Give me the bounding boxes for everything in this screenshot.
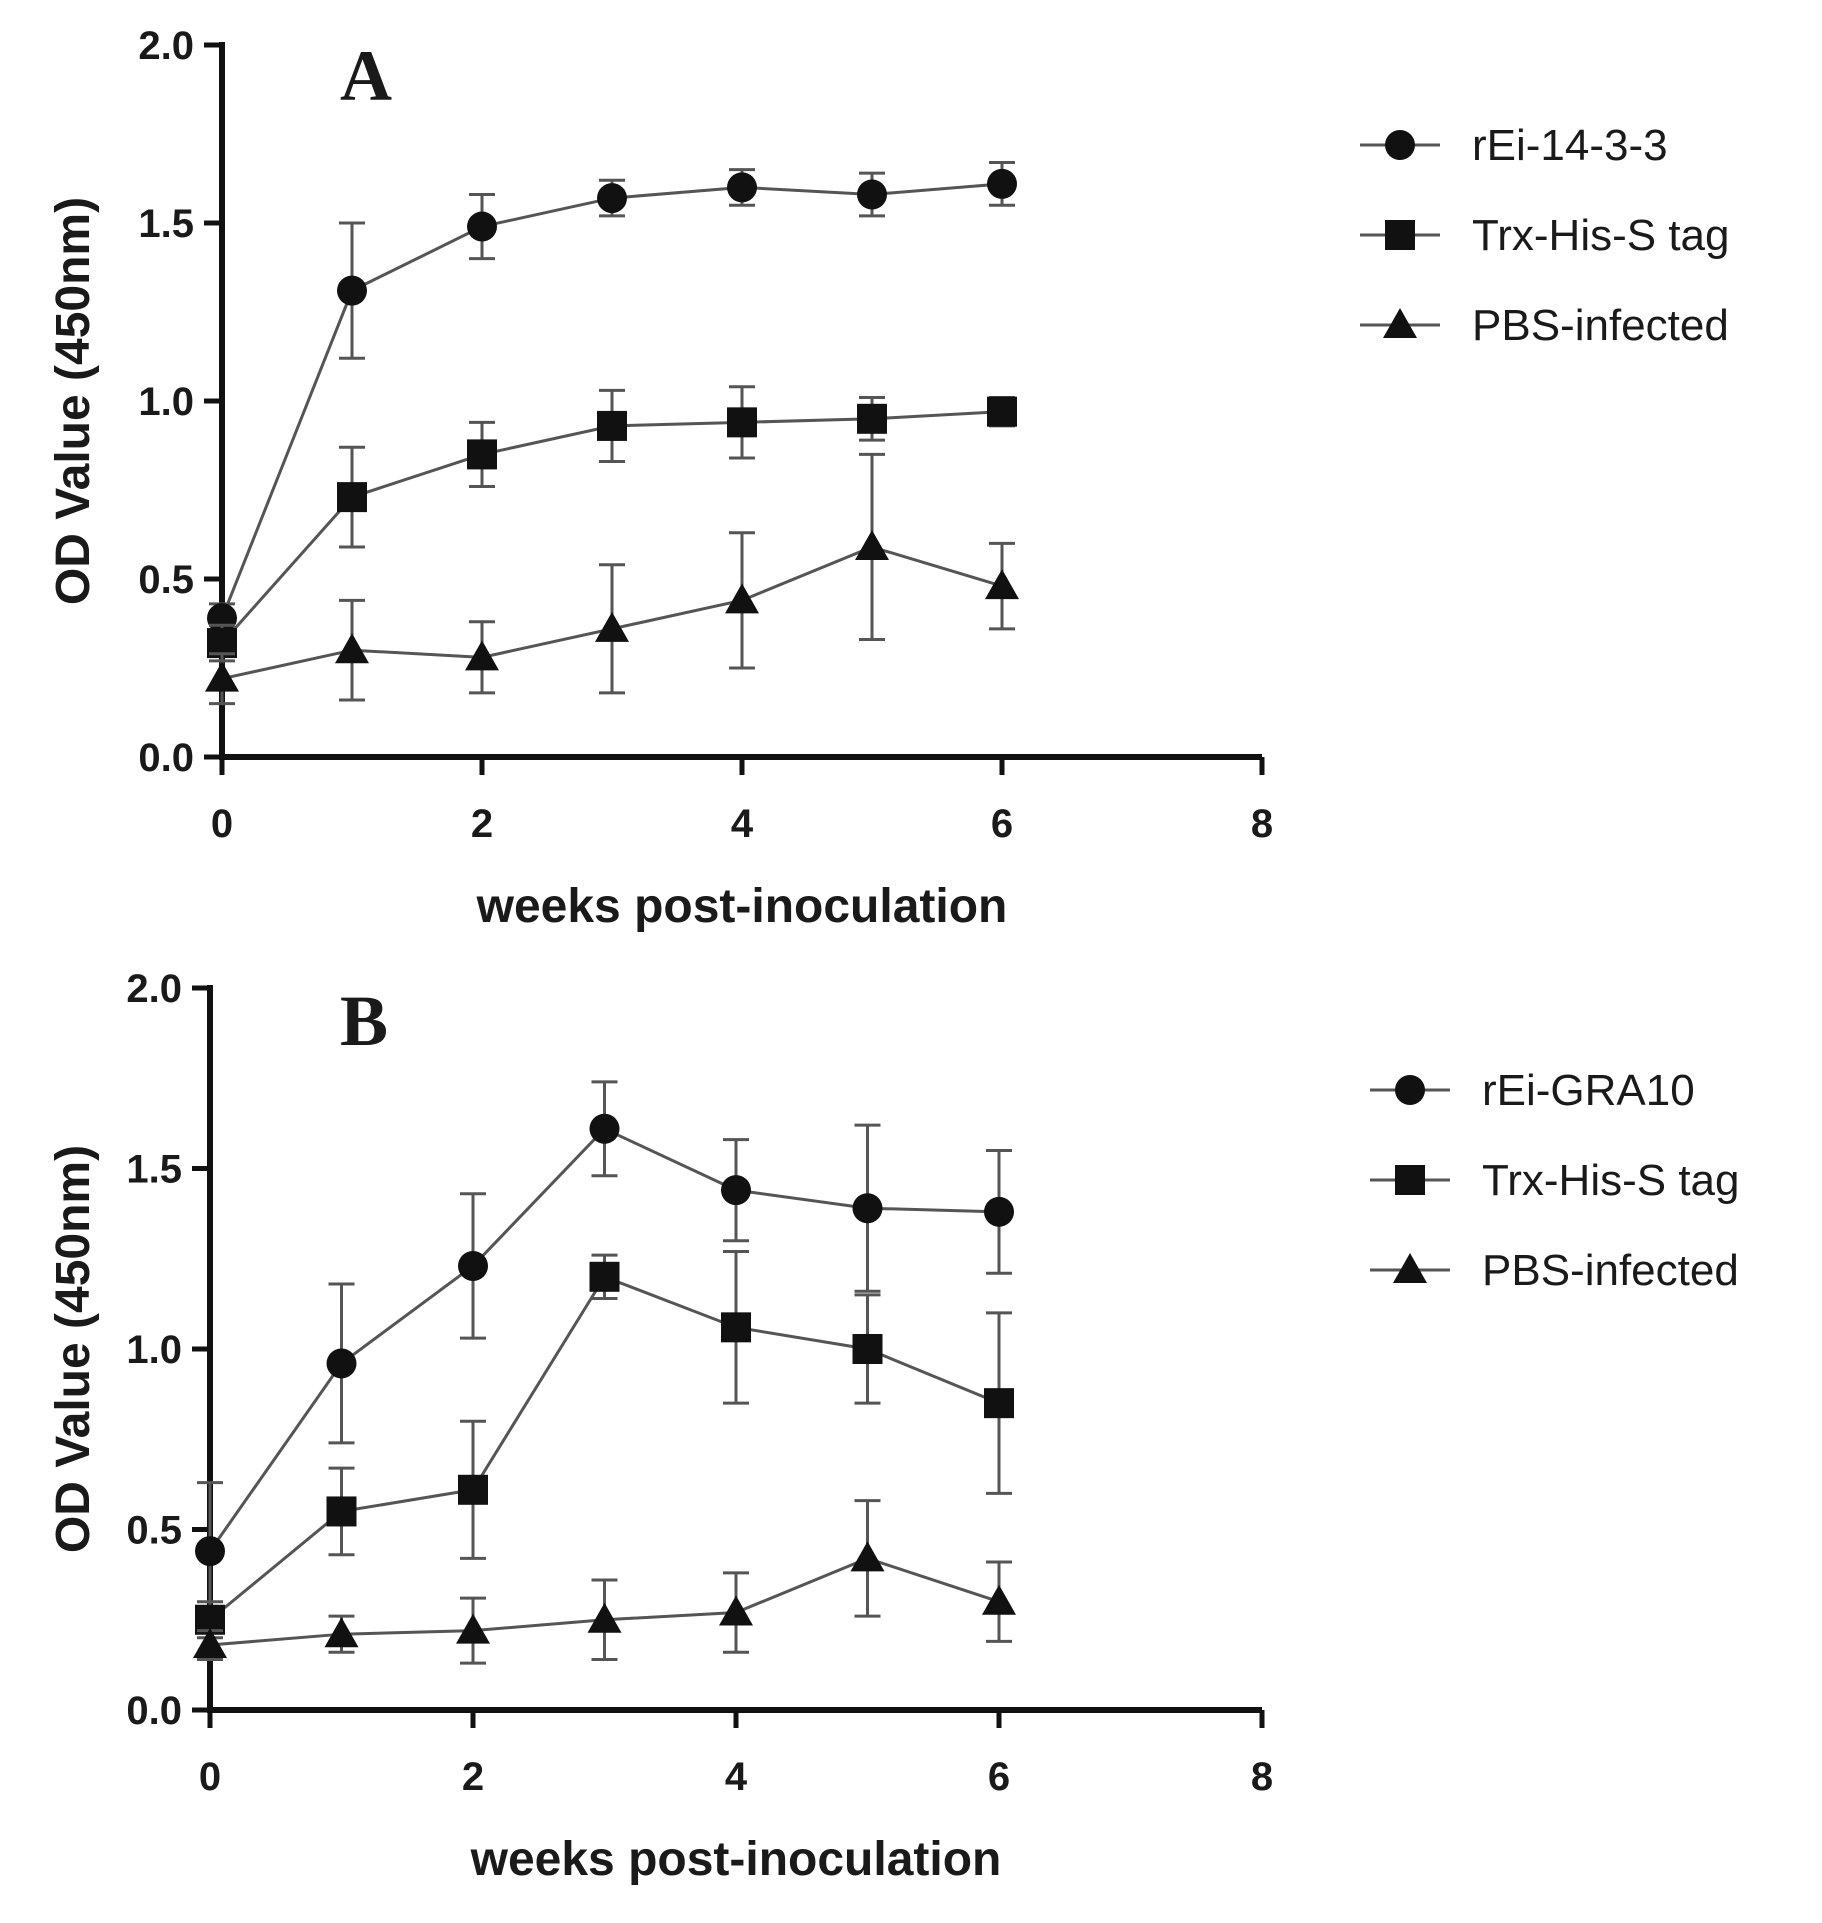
legend-item: PBS-infected bbox=[1360, 301, 1729, 350]
data-point bbox=[987, 168, 1017, 199]
data-point bbox=[984, 1196, 1014, 1227]
legend-label: PBS-infected bbox=[1482, 1246, 1739, 1295]
data-point bbox=[721, 1175, 751, 1206]
data-point bbox=[852, 1193, 883, 1224]
y-tick-label: 0.0 bbox=[126, 1689, 182, 1733]
data-point bbox=[467, 439, 497, 470]
series-pbs-infected bbox=[193, 1499, 1016, 1665]
data-point bbox=[857, 179, 887, 210]
data-point bbox=[855, 529, 889, 560]
x-tick-label: 2 bbox=[471, 802, 493, 846]
y-tick-label: 1.5 bbox=[138, 202, 194, 246]
series-pbs-infected bbox=[205, 452, 1019, 706]
legend-marker bbox=[1383, 308, 1417, 338]
legend-marker bbox=[1385, 220, 1415, 250]
data-point bbox=[195, 1536, 225, 1567]
data-point bbox=[982, 1584, 1016, 1615]
legend-item: PBS-infected bbox=[1370, 1246, 1739, 1295]
data-point bbox=[589, 1113, 620, 1144]
x-tick-label: 6 bbox=[991, 802, 1013, 846]
x-tick-label: 2 bbox=[462, 1755, 484, 1799]
data-point bbox=[987, 396, 1017, 427]
data-point bbox=[595, 611, 629, 642]
y-tick-label: 2.0 bbox=[138, 24, 194, 68]
data-point bbox=[337, 275, 367, 306]
legend-label: PBS-infected bbox=[1472, 301, 1729, 350]
data-point bbox=[589, 1261, 620, 1292]
x-tick-label: 0 bbox=[211, 802, 233, 846]
chart-panel-b: 0.0 0.5 1.0 1.5 2.0 0 2 4 6 8 weeks post-inoculati… bbox=[47, 967, 1740, 1886]
data-point bbox=[727, 407, 757, 438]
data-point bbox=[727, 172, 757, 203]
data-point bbox=[857, 403, 887, 434]
data-point bbox=[458, 1474, 488, 1505]
y-tick-label: 0.5 bbox=[126, 1509, 182, 1553]
x-axis-title: weeks post-inoculation bbox=[476, 880, 1008, 933]
data-point bbox=[719, 1595, 753, 1626]
y-tick-label: 0.0 bbox=[138, 736, 194, 780]
legend-label: Trx-His-S tag bbox=[1472, 211, 1730, 260]
legend-marker bbox=[1385, 130, 1415, 160]
chart-panel-a: 0.0 0.5 1.0 1.5 2.0 0 2 4 6 8 weeks post-inoculati… bbox=[47, 24, 1730, 933]
x-axis-title: weeks post-inoculation bbox=[470, 1833, 1002, 1886]
data-point bbox=[597, 410, 627, 441]
data-point bbox=[850, 1541, 885, 1572]
legend-item: rEi-GRA10 bbox=[1370, 1066, 1695, 1115]
x-tick-label: 0 bbox=[199, 1755, 221, 1799]
y-tick-label: 1.5 bbox=[126, 1148, 182, 1192]
data-point bbox=[205, 661, 239, 692]
data-point bbox=[326, 1348, 357, 1379]
data-point bbox=[456, 1613, 490, 1644]
legend-label: rEi-14-3-3 bbox=[1472, 121, 1668, 170]
x-tick-label: 8 bbox=[1251, 1755, 1273, 1799]
legend-label: Trx-His-S tag bbox=[1482, 1156, 1740, 1205]
data-point bbox=[852, 1334, 883, 1364]
y-tick-label: 1.0 bbox=[126, 1328, 182, 1372]
series-trx-his-s-tag bbox=[207, 385, 1017, 663]
data-point bbox=[725, 583, 759, 614]
y-tick-label: 1.0 bbox=[138, 380, 194, 424]
data-point bbox=[984, 1388, 1014, 1419]
y-axis-title: OD Value (450nm) bbox=[47, 1145, 100, 1553]
legend-marker bbox=[1393, 1253, 1427, 1283]
y-axis-title: OD Value (450nm) bbox=[47, 197, 100, 605]
legend-item: rEi-14-3-3 bbox=[1360, 121, 1668, 170]
data-point bbox=[337, 482, 367, 513]
legend-marker bbox=[1395, 1075, 1425, 1105]
x-tick-label: 6 bbox=[988, 1755, 1010, 1799]
data-point bbox=[597, 183, 627, 214]
data-point bbox=[467, 211, 497, 242]
series-rei-gra10 bbox=[195, 1080, 1014, 1622]
data-point bbox=[985, 569, 1019, 600]
data-point bbox=[458, 1250, 488, 1281]
legend-item: Trx-His-S tag bbox=[1370, 1156, 1740, 1205]
y-tick-label: 0.5 bbox=[138, 558, 194, 602]
legend-label: rEi-GRA10 bbox=[1482, 1066, 1695, 1115]
x-tick-label: 4 bbox=[725, 1755, 748, 1799]
x-tick-label: 8 bbox=[1251, 802, 1273, 846]
legend-item: Trx-His-S tag bbox=[1360, 211, 1730, 260]
data-point bbox=[587, 1602, 622, 1633]
x-tick-label: 4 bbox=[731, 802, 754, 846]
y-tick-label: 2.0 bbox=[126, 967, 182, 1011]
panel-label: B bbox=[340, 981, 388, 1061]
data-point bbox=[193, 1628, 227, 1659]
data-point bbox=[721, 1312, 751, 1343]
series-rei-14-3-3 bbox=[207, 160, 1017, 634]
legend-marker bbox=[1395, 1165, 1425, 1195]
data-point bbox=[335, 633, 369, 664]
panel-label: A bbox=[340, 36, 392, 116]
data-point bbox=[324, 1617, 359, 1648]
data-point bbox=[326, 1496, 357, 1527]
data-point bbox=[465, 640, 499, 671]
